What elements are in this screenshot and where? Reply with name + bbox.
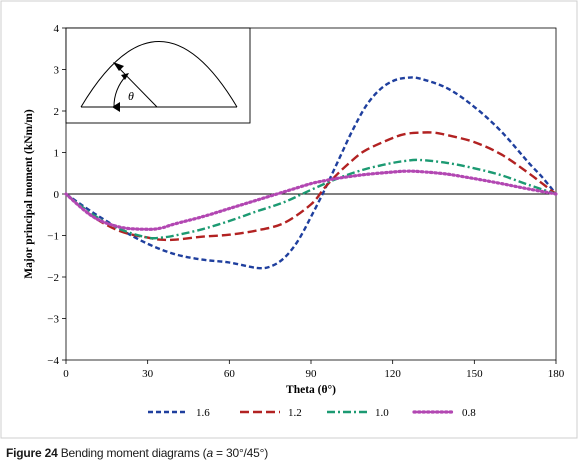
caption-text: Bending moment diagrams (: [57, 446, 207, 460]
radius-line: [113, 62, 158, 108]
x-tick-label: 150: [466, 368, 483, 380]
y-tick-label: −4: [47, 355, 59, 367]
x-tick-label: 180: [548, 368, 565, 380]
y-tick-label: 2: [54, 106, 60, 118]
caption-equation: a: [206, 446, 213, 460]
arrow-head-upper: [113, 62, 124, 71]
series-line-1-0: [65, 158, 557, 240]
y-axis: 4 3 2 1 0 −1 −2 −3 −4: [47, 23, 66, 367]
arrow-head-arc-bottom: [112, 102, 120, 112]
series-line-0-8: [64, 169, 558, 231]
y-tick-label: −1: [47, 231, 59, 243]
x-tick-label: 0: [63, 368, 69, 380]
legend-label: 1.6: [196, 407, 210, 419]
x-axis: 0 30 60 90 120 150 180: [63, 360, 565, 380]
series-layer: [64, 76, 558, 270]
arrow-head-arc-top: [121, 73, 129, 80]
inset-angle-label: θ: [128, 89, 134, 103]
inset-diagram: θ: [65, 27, 251, 124]
y-axis-label: Major principal moment (kNm/m): [23, 109, 35, 279]
x-tick-label: 90: [306, 368, 318, 380]
caption-equation-rest: = 30°/45°: [212, 446, 265, 460]
caption-label: Figure 24: [6, 446, 58, 460]
x-tick-label: 30: [142, 368, 154, 380]
legend-label: 1.2: [288, 407, 302, 419]
legend: 1.6 1.2 1.0 0.8: [148, 407, 476, 419]
y-tick-label: −2: [47, 272, 59, 284]
x-tick-label: 120: [384, 368, 401, 380]
arch-curve: [80, 41, 238, 108]
x-axis-label: Theta (θ°): [286, 384, 336, 396]
y-tick-label: 0: [54, 189, 60, 201]
x-tick-label: 60: [224, 368, 236, 380]
y-tick-label: 1: [54, 148, 60, 160]
legend-label: 0.8: [462, 407, 476, 419]
series-line-1-2: [65, 131, 557, 242]
y-tick-label: 4: [54, 23, 60, 35]
inset-frame: [65, 27, 251, 124]
legend-label: 1.0: [375, 407, 389, 419]
caption-close: ): [264, 446, 269, 460]
figure-caption: Figure 24 Bending moment diagrams (a = 3…: [6, 446, 576, 460]
chart: 4 3 2 1 0 −1 −2 −3 −4 0 30 60 90 120 150 180 Major pri…: [0, 0, 578, 439]
y-tick-label: 3: [54, 65, 60, 77]
y-tick-label: −3: [47, 314, 59, 326]
